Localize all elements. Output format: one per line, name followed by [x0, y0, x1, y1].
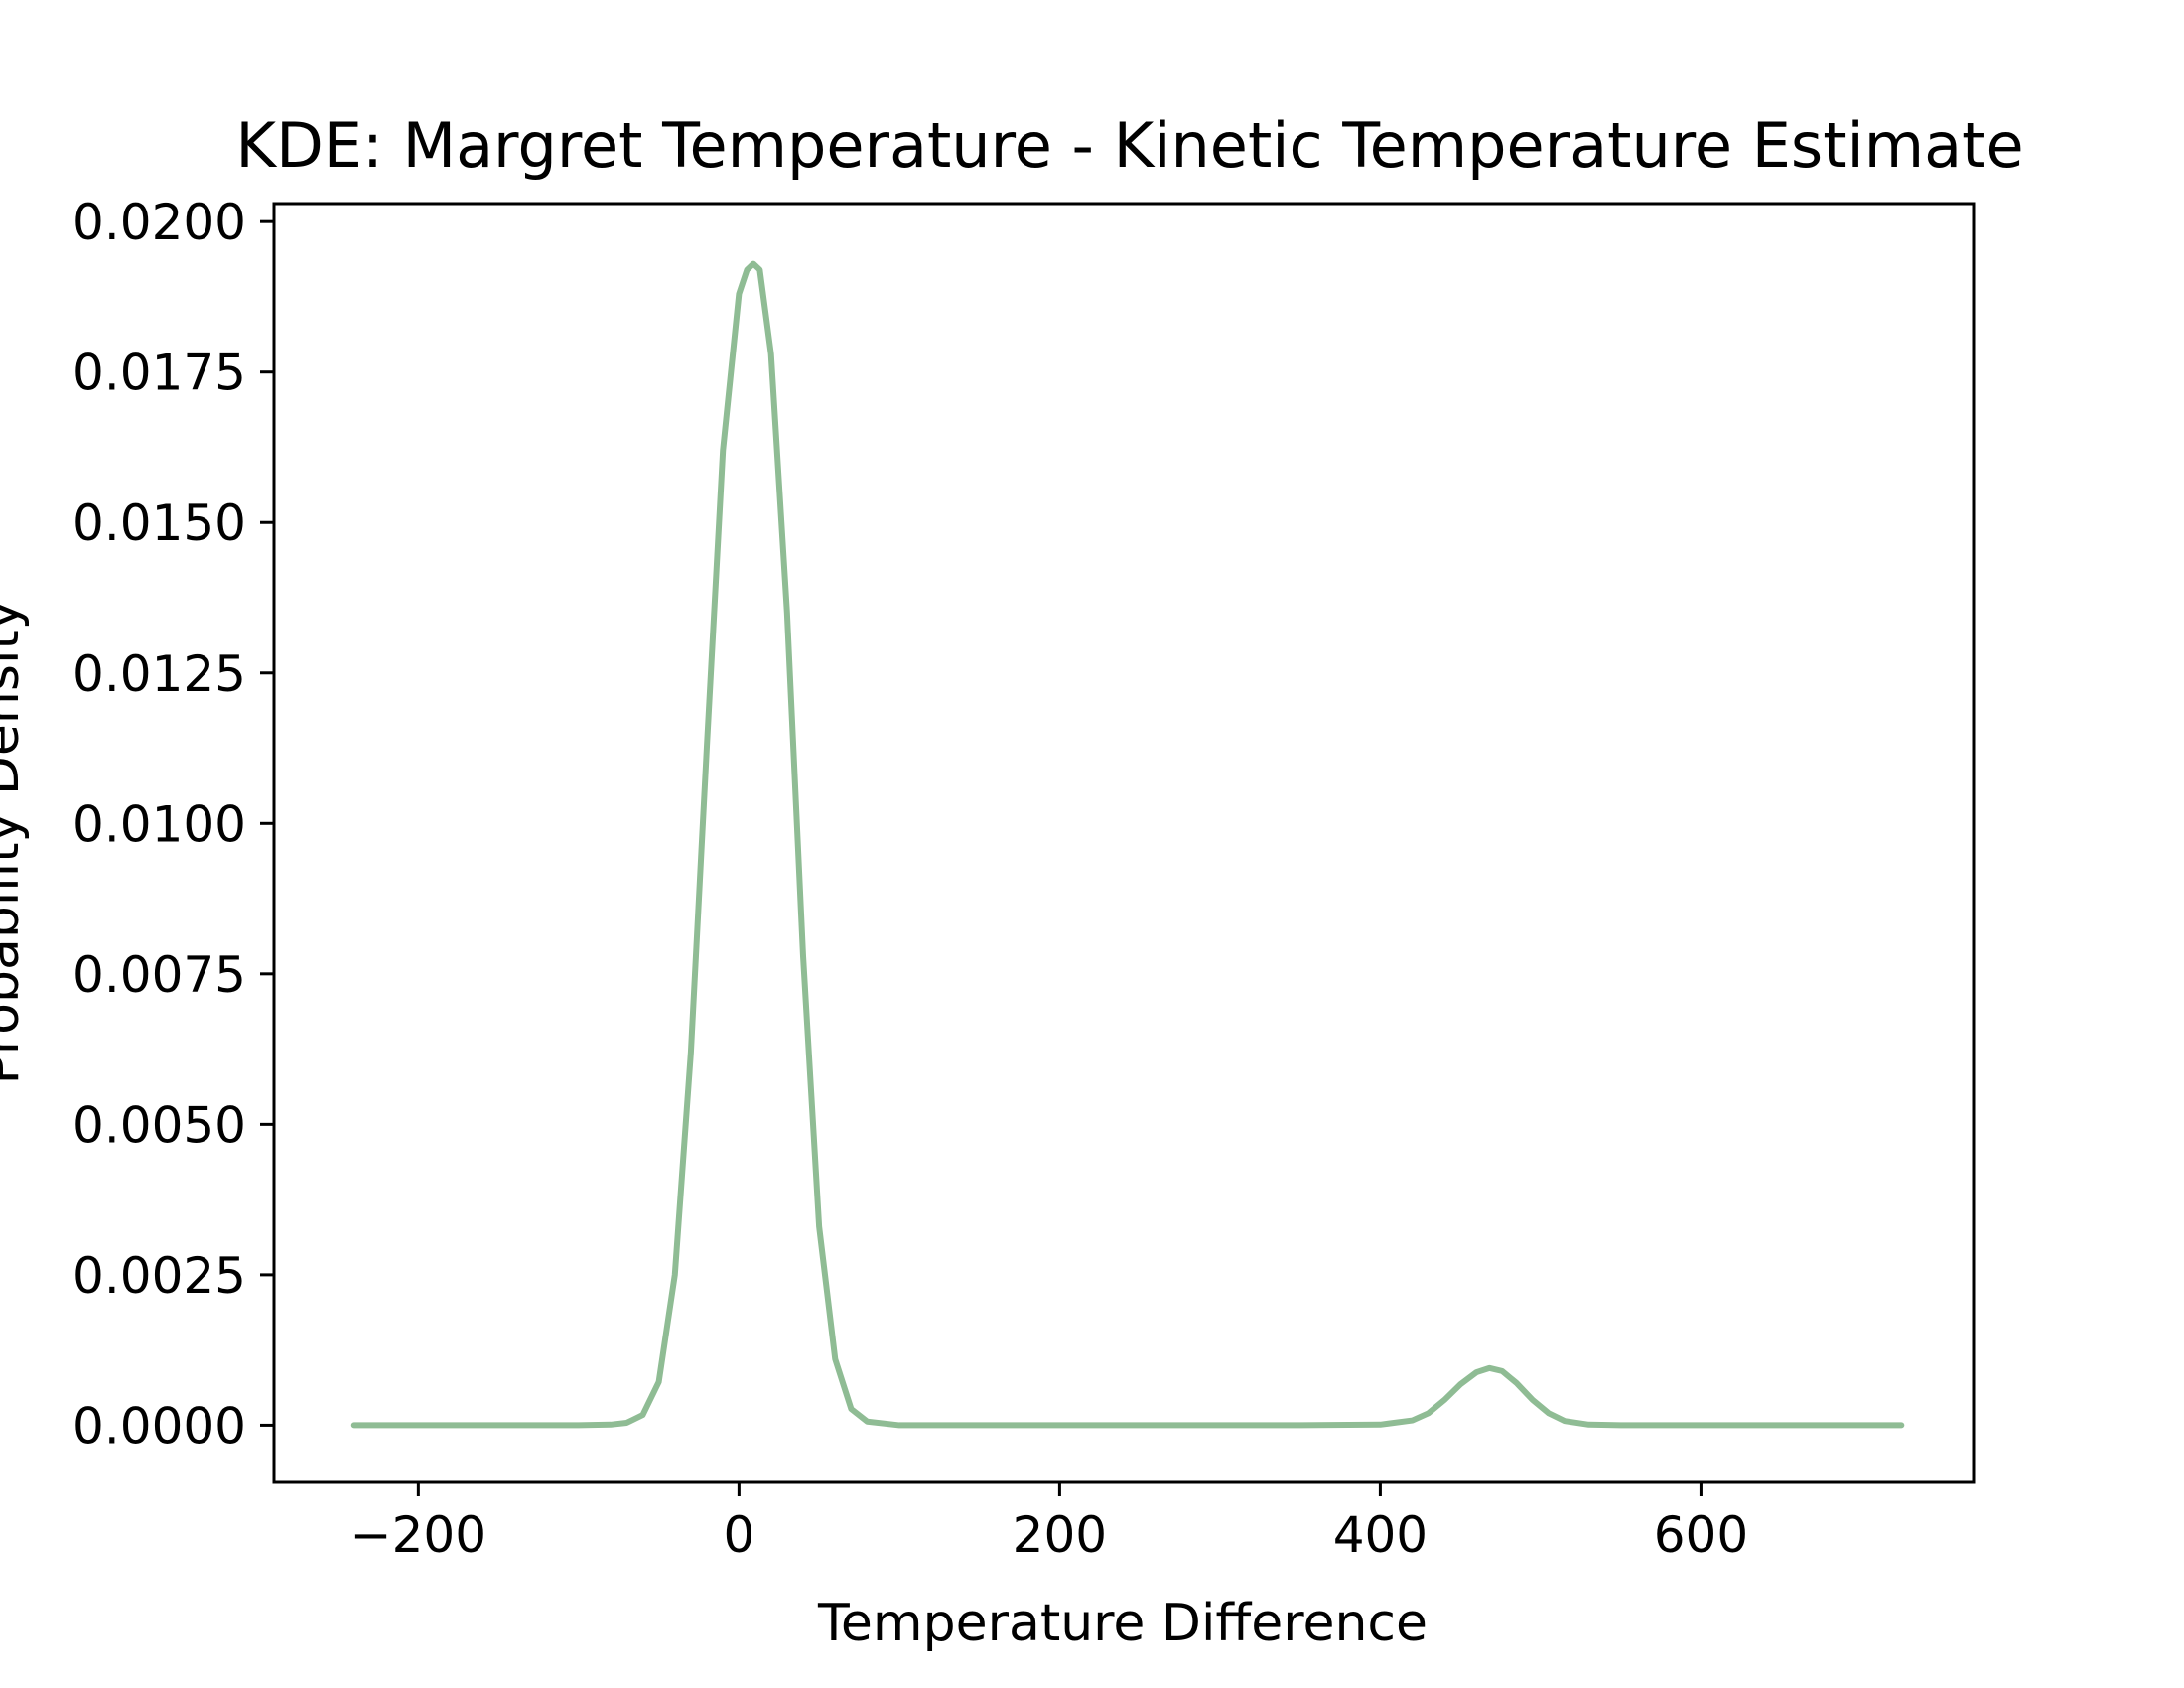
x-axis: −200 0 200 400 600: [350, 1482, 1748, 1564]
x-tick-label: 200: [1013, 1506, 1107, 1564]
y-tick-label: 0.0075: [72, 946, 246, 1004]
x-tick-label: 400: [1333, 1506, 1428, 1564]
axes-frame: [272, 202, 1976, 1484]
y-axis-title: Probability Density: [0, 599, 31, 1084]
y-tick-label: 0.0050: [72, 1096, 246, 1154]
y-axis: 0.0000 0.0025 0.0050 0.0075 0.0100 0.0125 0.01…: [72, 194, 274, 1455]
x-tick-label: 0: [723, 1506, 754, 1564]
y-tick-label: 0.0150: [72, 494, 246, 552]
plot-area: [272, 202, 1976, 1484]
y-tick-label: 0.0175: [72, 345, 246, 402]
chart-title: KDE: Margret Temperature - Kinetic Tempe…: [235, 109, 2023, 182]
x-tick-label: 600: [1654, 1506, 1748, 1564]
kde-series-line: [350, 260, 1905, 1429]
x-axis-title: Temperature Difference: [817, 1594, 1428, 1653]
x-tick-label: −200: [350, 1506, 486, 1564]
y-tick-label: 0.0025: [72, 1247, 246, 1305]
y-tick-label: 0.0200: [72, 194, 246, 251]
y-tick-label: 0.0125: [72, 645, 246, 703]
y-tick-label: 0.0000: [72, 1397, 246, 1455]
y-tick-label: 0.0100: [72, 795, 246, 853]
